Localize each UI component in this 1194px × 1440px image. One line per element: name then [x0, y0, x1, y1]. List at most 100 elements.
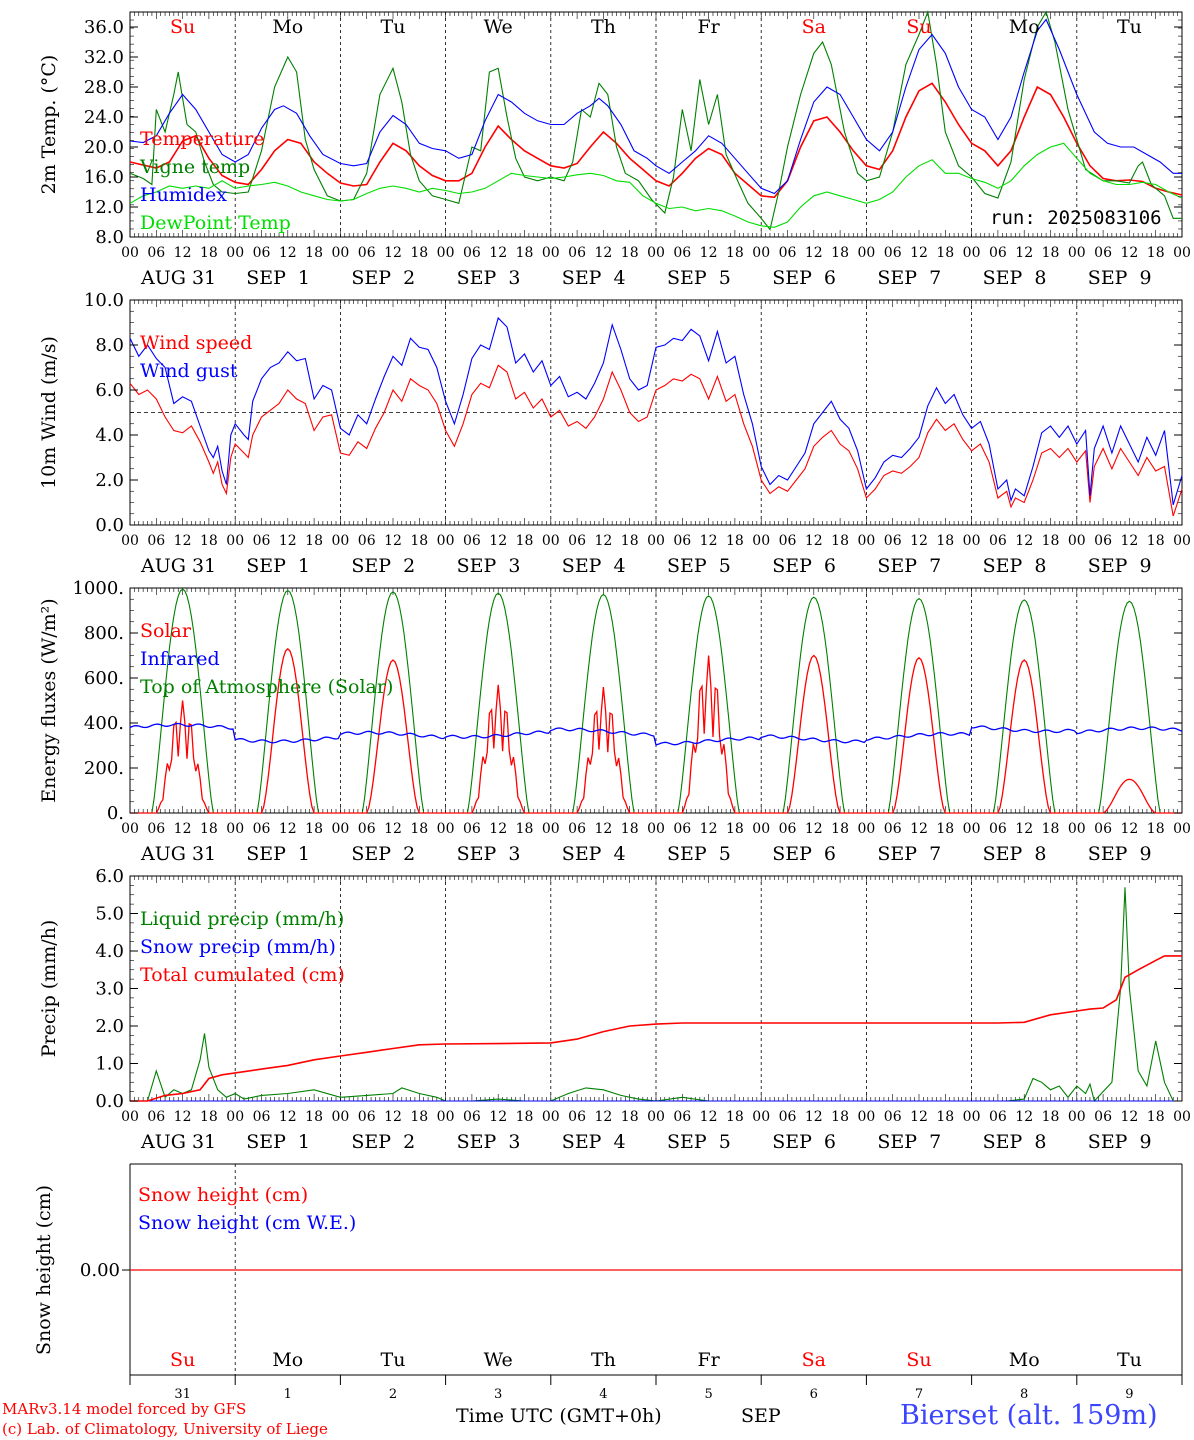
- temp-hour-label: 00: [963, 245, 981, 261]
- energy-hour-label: 06: [253, 821, 271, 837]
- temp-hour-label: 00: [752, 245, 770, 261]
- wind-hour-label: 12: [174, 533, 192, 549]
- precip-hour-label: 00: [752, 1109, 770, 1125]
- precip-hour-label: 06: [463, 1109, 481, 1125]
- energy-date-label: SEP 5: [667, 843, 731, 865]
- temp-hour-label: 12: [279, 245, 297, 261]
- wind-ytick-label: 2.0: [95, 470, 124, 491]
- wind-hour-label: 12: [700, 533, 718, 549]
- precip-date-label: SEP 9: [1088, 1131, 1152, 1153]
- wind-legend-item: Wind speed: [140, 332, 252, 354]
- energy-date-label: SEP 1: [246, 843, 310, 865]
- energy-hour-label: 18: [936, 821, 954, 837]
- energy-ylabel: Energy fluxes (W/m²): [38, 598, 60, 802]
- wind-legend-item: Wind gust: [140, 360, 238, 382]
- wind-hour-label: 06: [358, 533, 376, 549]
- energy-date-label: SEP 3: [457, 843, 521, 865]
- energy-date-label: SEP 4: [562, 843, 626, 865]
- precip-ytick-label: 6.0: [95, 866, 124, 887]
- temp-weekday-label: Tu: [381, 16, 406, 38]
- precip-hour-label: 00: [331, 1109, 349, 1125]
- wind-hour-label: 12: [279, 533, 297, 549]
- temp-hour-label: 06: [673, 245, 691, 261]
- wind-hour-label: 18: [726, 533, 744, 549]
- temp-panel: [129, 11, 1183, 238]
- wind-hour-label: 00: [1173, 533, 1191, 549]
- temp-weekday-label: Mo: [272, 16, 303, 38]
- temp-date-label: SEP 8: [983, 267, 1047, 289]
- wind-hour-label: 06: [1094, 533, 1112, 549]
- precip-hour-label: 00: [647, 1109, 665, 1125]
- wind-hour-label: 18: [621, 533, 639, 549]
- wind-date-label: SEP 1: [246, 555, 310, 577]
- precip-legend-item: Liquid precip (mm/h): [140, 908, 344, 930]
- temp-hour-label: 00: [121, 245, 139, 261]
- temp-hour-label: 00: [857, 245, 875, 261]
- wind-date-label: SEP 7: [877, 555, 941, 577]
- temp-series-vigne-temp: [129, 9, 1182, 231]
- energy-ytick-label: 0.: [107, 803, 124, 824]
- precip-hour-label: 18: [726, 1109, 744, 1125]
- precip-hour-label: 00: [963, 1109, 981, 1125]
- temp-hour-label: 18: [1147, 245, 1165, 261]
- temp-hour-label: 06: [779, 245, 797, 261]
- snow-daynum-label: 8: [1020, 1387, 1028, 1402]
- station-label: Bierset (alt. 159m): [900, 1400, 1158, 1431]
- energy-hour-label: 12: [594, 821, 612, 837]
- temp-hour-label: 18: [305, 245, 323, 261]
- energy-hour-label: 12: [1120, 821, 1138, 837]
- energy-hour-label: 12: [174, 821, 192, 837]
- snow-daynum-label: 31: [174, 1387, 191, 1402]
- precip-y-axis: 0.0 1.0 2.0 3.0 4.0 5.0 6.0 Precip (mm/h): [38, 866, 1182, 1112]
- precip-hour-label: 00: [226, 1109, 244, 1125]
- precip-hour-label: 06: [568, 1109, 586, 1125]
- temp-date-label: SEP 9: [1088, 267, 1152, 289]
- temp-hour-label: 12: [700, 245, 718, 261]
- precip-hour-label: 00: [857, 1109, 875, 1125]
- wind-hour-label: 18: [200, 533, 218, 549]
- precip-date-label: SEP 5: [667, 1131, 731, 1153]
- temp-hour-label: 00: [1173, 245, 1191, 261]
- wind-hour-label: 00: [752, 533, 770, 549]
- snow-ylabel: Snow height (cm): [33, 1185, 55, 1355]
- wind-hour-label: 06: [673, 533, 691, 549]
- wind-y-axis: 0.0 2.0 4.0 6.0 8.0 10.0 10m Wind (m/s): [38, 290, 1182, 536]
- precip-hour-label: 06: [1094, 1109, 1112, 1125]
- wind-ytick-label: 6.0: [95, 380, 124, 401]
- temp-hour-label: 00: [226, 245, 244, 261]
- temp-y-axis: 8.0 12.0 16.0 20.0 24.0 28.0 32.0 36.0 2m Temp. …: [38, 11, 1182, 248]
- energy-hour-label: 18: [516, 821, 534, 837]
- temp-hour-label: 06: [989, 245, 1007, 261]
- precip-series-total-cumulated-cm: [130, 955, 1182, 1102]
- run-label: run: 2025083106: [990, 207, 1162, 229]
- month-label: SEP: [741, 1405, 781, 1427]
- wind-hour-label: 00: [331, 533, 349, 549]
- energy-hour-label: 18: [621, 821, 639, 837]
- snow-weekday-label: Tu: [1117, 1349, 1142, 1371]
- energy-hour-label: 18: [200, 821, 218, 837]
- wind-hour-label: 00: [1068, 533, 1086, 549]
- precip-ylabel: Precip (mm/h): [38, 920, 60, 1058]
- energy-date-label: AUG 31: [140, 843, 216, 865]
- snow-daynum-label: 3: [494, 1387, 502, 1402]
- precip-hour-label: 12: [489, 1109, 507, 1125]
- energy-hour-label: 00: [226, 821, 244, 837]
- energy-hour-label: 06: [358, 821, 376, 837]
- precip-date-label: SEP 7: [877, 1131, 941, 1153]
- footer-model-line2: (c) Lab. of Climatology, University of L…: [2, 1420, 328, 1438]
- energy-hour-label: 00: [121, 821, 139, 837]
- wind-hour-label: 18: [1147, 533, 1165, 549]
- precip-date-label: SEP 8: [983, 1131, 1047, 1153]
- energy-hour-label: 06: [779, 821, 797, 837]
- temp-hour-label: 06: [358, 245, 376, 261]
- wind-series-wind-gust: [129, 316, 1183, 505]
- energy-ytick-label: 1000.: [72, 578, 124, 599]
- precip-hour-label: 18: [621, 1109, 639, 1125]
- temp-hour-label: 12: [174, 245, 192, 261]
- precip-hour-label: 12: [174, 1109, 192, 1125]
- snow-weekday-label: Su: [906, 1349, 931, 1371]
- temp-hour-label: 18: [831, 245, 849, 261]
- precip-date-label: SEP 4: [562, 1131, 626, 1153]
